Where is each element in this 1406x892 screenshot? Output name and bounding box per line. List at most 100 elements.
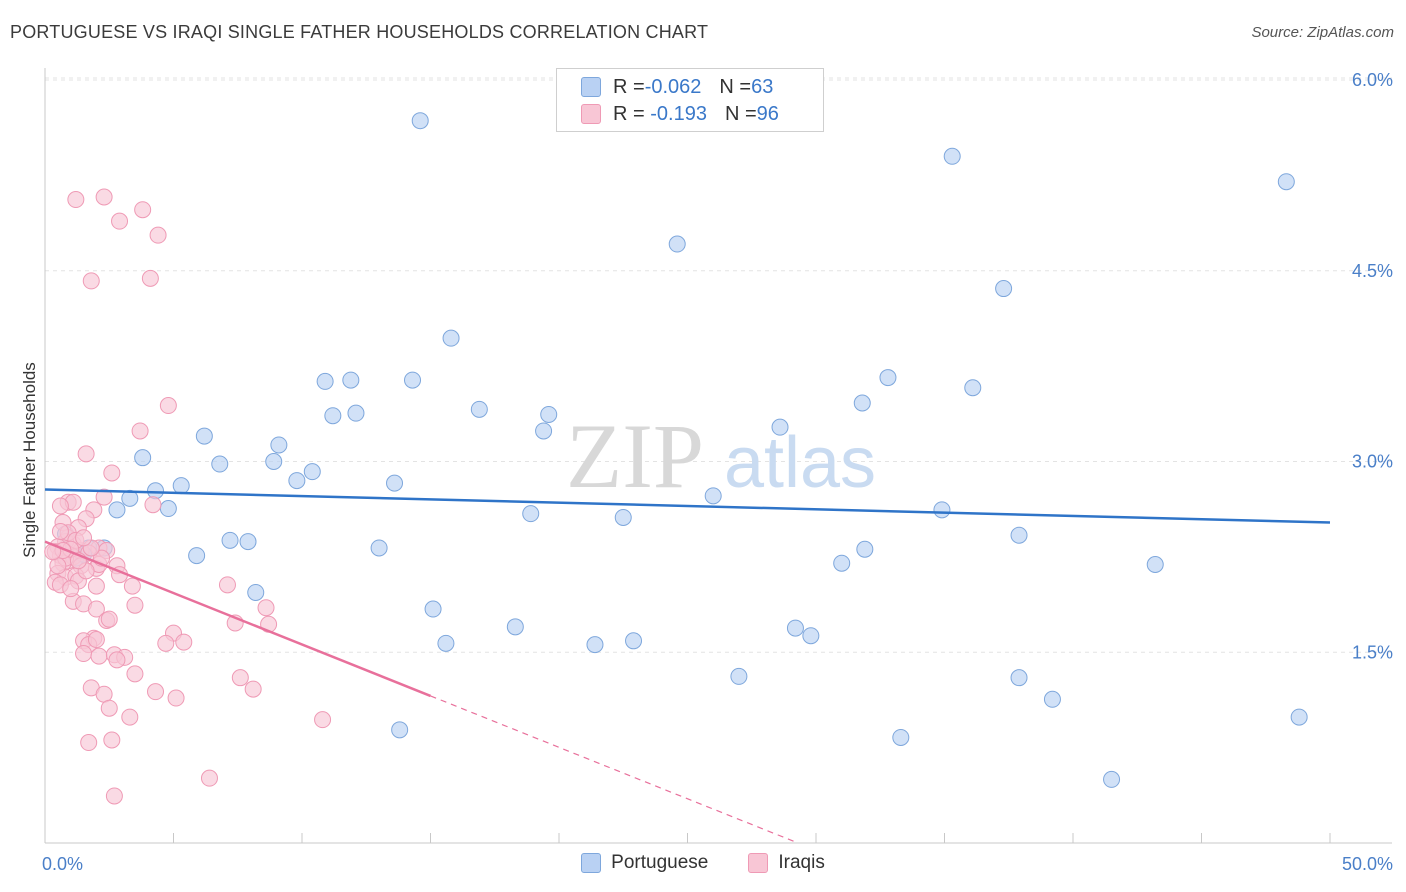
portuguese-point xyxy=(147,482,165,500)
y-tick-label: 1.5% xyxy=(1352,642,1393,662)
iraqis-trend-line xyxy=(44,540,431,698)
portuguese-point xyxy=(195,427,213,445)
portuguese-point xyxy=(370,539,388,557)
portuguese-point xyxy=(856,540,874,558)
iraqis-point xyxy=(218,576,236,594)
iraqis-point xyxy=(75,645,93,663)
trend-layer xyxy=(44,488,1331,844)
portuguese-point xyxy=(892,728,910,746)
chart-title: PORTUGUESE VS IRAQI SINGLE FATHER HOUSEH… xyxy=(10,22,709,42)
iraqis-swatch xyxy=(581,104,601,124)
portuguese-point xyxy=(411,112,429,130)
iraqis-point xyxy=(51,522,69,540)
portuguese-point xyxy=(386,474,404,492)
portuguese-point xyxy=(437,634,455,652)
portuguese-point xyxy=(730,667,748,685)
portuguese-point xyxy=(995,280,1013,298)
iraqis-point xyxy=(159,397,177,415)
iraqis-point xyxy=(147,683,165,701)
portuguese-point xyxy=(324,407,342,425)
portuguese-point xyxy=(668,235,686,253)
source-label: Source: ZipAtlas.com xyxy=(1251,24,1394,41)
portuguese-point xyxy=(964,379,982,397)
iraqis-point xyxy=(126,596,144,614)
y-tick-label: 4.5% xyxy=(1352,261,1393,281)
legend-r-label: R = xyxy=(613,102,645,125)
portuguese-point xyxy=(1010,526,1028,544)
iraqis-point xyxy=(95,488,113,506)
iraqis-point xyxy=(62,580,80,598)
iraqis-point xyxy=(123,577,141,595)
iraqis-point xyxy=(87,631,105,649)
portuguese-point xyxy=(1290,708,1308,726)
iraqis-point xyxy=(103,464,121,482)
portuguese-point xyxy=(247,583,265,601)
iraqis-point xyxy=(231,669,249,687)
portuguese-point xyxy=(802,627,820,645)
iraqis-point xyxy=(200,769,218,787)
y-axis-label: Single Father Households xyxy=(20,362,39,558)
iraqis-point xyxy=(144,496,162,514)
iraqis-point xyxy=(87,577,105,595)
portuguese-point xyxy=(188,547,206,565)
legend-n-value-portuguese: 63 xyxy=(751,75,774,98)
portuguese-point xyxy=(221,531,239,549)
legend-row-iraqis: R = -0.193 N = 96 xyxy=(581,102,779,126)
portuguese-point xyxy=(1010,669,1028,687)
portuguese-point xyxy=(1277,173,1295,191)
portuguese-point xyxy=(288,472,306,490)
correlation-legend: R = -0.062 N = 63 R = -0.193 N = 96 xyxy=(556,68,824,132)
iraqis-point xyxy=(67,191,85,209)
iraqis-point xyxy=(149,226,167,244)
iraqis-point xyxy=(108,651,126,669)
iraqis-point xyxy=(314,711,332,729)
portuguese-point xyxy=(159,500,177,518)
iraqis-point xyxy=(111,212,129,230)
portuguese-point xyxy=(614,508,632,526)
iraqis-point xyxy=(80,734,98,752)
portuguese-legend-swatch xyxy=(581,853,602,873)
legend-n-label: N = xyxy=(719,75,752,98)
portuguese-point xyxy=(404,371,422,389)
axis-layer xyxy=(44,68,1392,844)
portuguese-point xyxy=(522,505,540,523)
portuguese-point xyxy=(108,501,126,519)
portuguese-point xyxy=(211,455,229,473)
portuguese-point xyxy=(1103,770,1121,788)
portuguese-point xyxy=(506,618,524,636)
iraqis-point xyxy=(82,272,100,290)
watermark-atlas: atlas xyxy=(724,423,876,503)
portuguese-point xyxy=(535,422,553,440)
portuguese-point xyxy=(853,394,871,412)
legend-label-portuguese: Portuguese xyxy=(611,852,709,873)
legend-n-label: N = xyxy=(724,102,757,125)
points-layer xyxy=(44,112,1308,805)
tick-label-layer: 1.5% 3.0% 4.5% 6.0% 0.0% 50.0% xyxy=(42,70,1393,874)
iraqis-point xyxy=(121,708,139,726)
portuguese-point xyxy=(879,369,897,387)
iraqis-point xyxy=(51,497,69,515)
legend-row-portuguese: R = -0.062 N = 63 xyxy=(581,75,773,99)
grid-layer xyxy=(45,77,1392,653)
legend-item-portuguese[interactable]: Portuguese xyxy=(581,852,708,874)
legend-n-value-iraqis: 96 xyxy=(756,102,779,125)
portuguese-point xyxy=(442,329,460,347)
iraqis-point xyxy=(100,610,118,628)
portuguese-point xyxy=(347,404,365,422)
portuguese-point xyxy=(470,400,488,418)
portuguese-point xyxy=(172,477,190,495)
iraqis-point xyxy=(105,787,123,805)
iraqis-point xyxy=(75,529,93,547)
portuguese-trend-line xyxy=(44,488,1331,524)
legend-item-iraqis[interactable]: Iraqis xyxy=(748,852,825,874)
iraqis-point xyxy=(100,699,118,717)
legend-r-value-portuguese: -0.062 xyxy=(644,75,702,98)
portuguese-point xyxy=(239,533,257,551)
legend-r-value-iraqis: -0.193 xyxy=(644,102,707,125)
portuguese-point xyxy=(265,453,283,470)
iraqis-point xyxy=(103,731,121,749)
portuguese-point xyxy=(1043,690,1061,708)
portuguese-point xyxy=(424,600,442,618)
portuguese-point xyxy=(121,489,139,507)
